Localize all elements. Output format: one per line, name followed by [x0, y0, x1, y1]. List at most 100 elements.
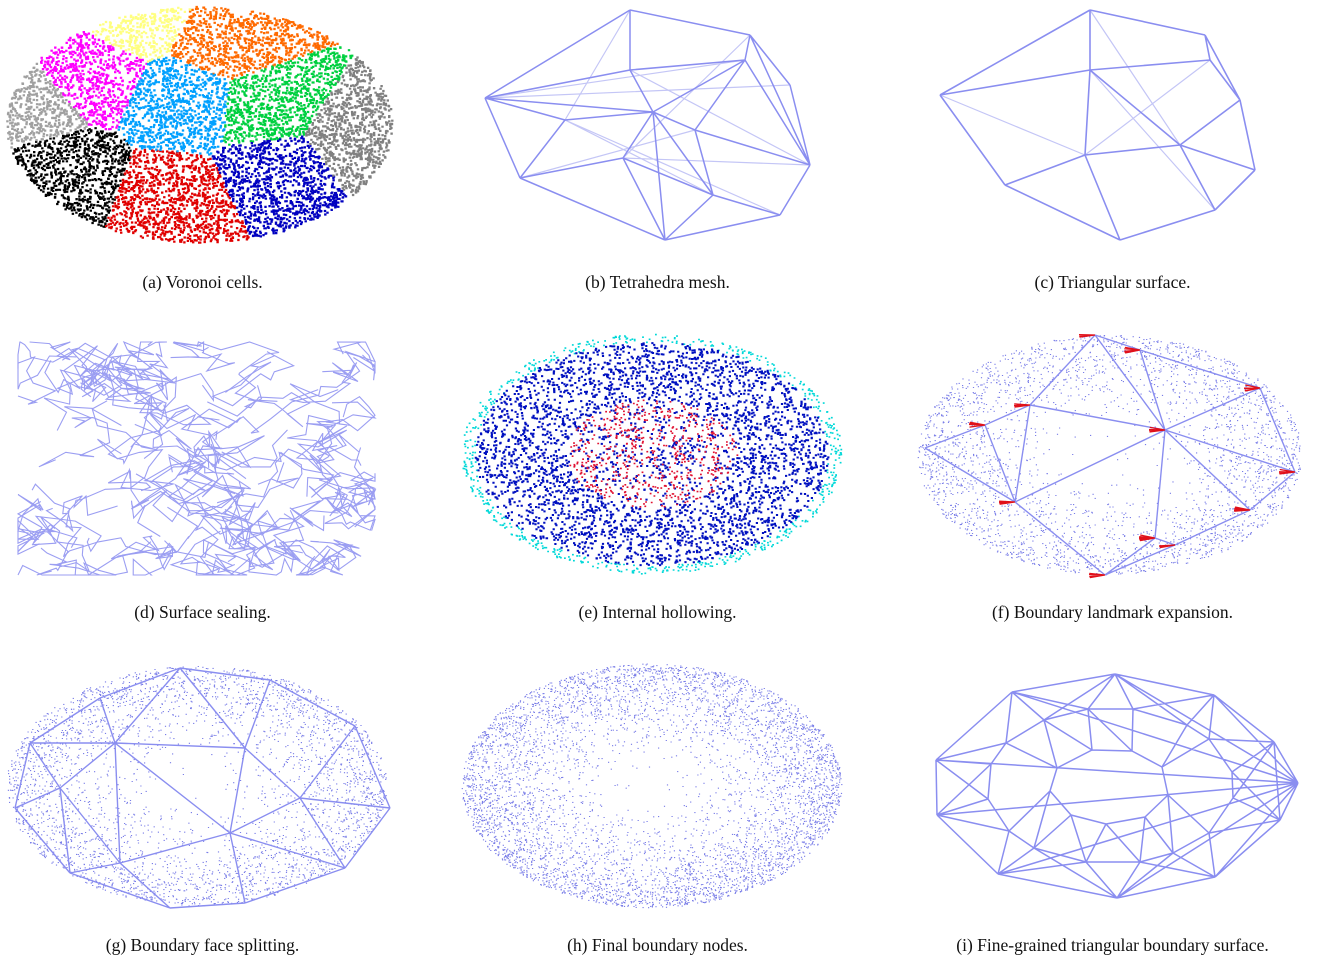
- sealing-curve: [331, 447, 377, 518]
- caption-e: (e) Internal hollowing.: [578, 602, 737, 622]
- sealing-curve: [295, 545, 346, 576]
- sealing-curve: [182, 474, 253, 526]
- sealing-curve: [207, 351, 296, 417]
- sealing-curve: [173, 478, 236, 535]
- landmark-arrow: [1124, 346, 1141, 354]
- panel-d: (d) Surface sealing.: [0, 330, 405, 630]
- surface-edges-path: [939, 9, 1256, 241]
- sealing-curve: [40, 545, 174, 576]
- panel-f: (f) Boundary landmark expansion.: [910, 330, 1315, 630]
- mesh-edges: [484, 9, 811, 241]
- sealing-curve: [73, 438, 164, 517]
- surface-edges-faint: [939, 9, 1216, 211]
- landmark-arrow: [1233, 506, 1251, 512]
- sealing-curve: [95, 341, 177, 391]
- landmark-arrow: [1138, 534, 1156, 542]
- mesh-edges-faint-path: [484, 9, 811, 216]
- sealing-curve: [331, 471, 376, 531]
- landmark-arrow: [1159, 544, 1176, 549]
- mesh-edges-faint: [484, 9, 811, 216]
- face-splitting-plot: [7, 665, 391, 909]
- panel-g: (g) Boundary face splitting.: [0, 658, 405, 964]
- sealing-curve: [234, 489, 301, 571]
- sealing-curve: [280, 422, 348, 482]
- caption-f: (f) Boundary landmark expansion.: [991, 602, 1234, 622]
- sealing-curve: [306, 477, 376, 531]
- sealing-curve: [152, 429, 221, 473]
- sealing-curve: [201, 451, 303, 498]
- internal-hollowing-plot: [462, 333, 843, 575]
- voronoi-cell-6: [211, 135, 348, 238]
- landmark-arrow: [1148, 426, 1166, 433]
- sealing-curve: [135, 376, 197, 431]
- panel-b: (b) Tetrahedra mesh.: [455, 0, 860, 300]
- sealing-curve: [17, 519, 78, 555]
- boundary-nodes: [7, 665, 387, 907]
- final-nodes: [461, 663, 843, 909]
- sealing-curve: [170, 341, 235, 372]
- sealing-curve: [169, 530, 242, 576]
- sealing-curve: [289, 383, 376, 432]
- sealing-curve: [273, 539, 362, 564]
- sealing-curve: [219, 509, 269, 549]
- sealing-curve: [287, 401, 377, 452]
- sealing-curve: [223, 472, 376, 537]
- sealing-curve: [44, 345, 164, 398]
- voronoi-cell-1: [105, 148, 250, 244]
- sealing-curve: [131, 462, 299, 517]
- landmark-arrow: [1013, 403, 1031, 408]
- sealing-curve: [265, 500, 339, 533]
- caption-d: (d) Surface sealing.: [134, 602, 271, 622]
- sealing-curve: [31, 483, 178, 558]
- caption-i: (i) Fine-grained triangular boundary sur…: [956, 935, 1269, 955]
- caption-b: (b) Tetrahedra mesh.: [585, 272, 730, 292]
- sealing-curve: [73, 342, 151, 398]
- caption-c: (c) Triangular surface.: [1034, 272, 1191, 292]
- landmark-arrows: [968, 334, 1296, 579]
- landmark-arrow: [998, 500, 1016, 505]
- sealing-curve: [159, 506, 331, 570]
- split-mesh: [14, 667, 391, 909]
- sealing-curve: [202, 513, 305, 568]
- outer-nodes: [462, 333, 843, 575]
- inner-nodes: [569, 399, 739, 508]
- panel-e: (e) Internal hollowing.: [455, 330, 860, 630]
- panel-c: (c) Triangular surface.: [910, 0, 1315, 300]
- landmark-arrow: [1243, 384, 1261, 392]
- voronoi-cell-8: [92, 6, 192, 63]
- caption-g: (g) Boundary face splitting.: [105, 935, 300, 955]
- panel-h: (h) Final boundary nodes.: [455, 658, 860, 964]
- sealing-curve: [17, 355, 77, 405]
- sealing-curve: [202, 502, 280, 551]
- sealing-curve: [31, 516, 101, 576]
- sealing-curve: [17, 548, 173, 576]
- sealing-curve: [17, 341, 142, 369]
- landmark-mesh: [924, 334, 1296, 576]
- sealing-curves: [16, 340, 377, 576]
- sealing-curve: [91, 408, 164, 465]
- sealing-curve: [38, 400, 111, 468]
- sealing-curve: [130, 443, 217, 537]
- sealing-curve: [17, 494, 46, 553]
- sealing-curve: [107, 470, 187, 523]
- landmark-arrow: [1078, 334, 1096, 338]
- sealing-curve: [213, 341, 377, 437]
- voronoi-cell-5: [223, 46, 354, 146]
- middle-nodes: [474, 342, 830, 567]
- landmark-arrow: [1278, 468, 1296, 475]
- sealing-curve: [43, 347, 123, 431]
- sealing-curve: [332, 341, 376, 381]
- sealing-curve: [324, 488, 376, 530]
- surface-sealing-plot: [16, 340, 377, 576]
- mesh-edges-path: [484, 9, 811, 241]
- fine-mesh-path: [935, 673, 1299, 899]
- sealing-curve: [196, 340, 280, 407]
- landmark-mesh-path: [924, 334, 1296, 576]
- voronoi-cells-plot: [6, 5, 394, 244]
- final-boundary-nodes-plot: [461, 663, 843, 909]
- sealing-curve: [81, 370, 145, 403]
- sealing-curve: [186, 429, 288, 480]
- triangular-surface-plot: [939, 9, 1256, 241]
- voronoi-cell-0: [12, 127, 132, 228]
- voronoi-cell-4: [117, 56, 230, 156]
